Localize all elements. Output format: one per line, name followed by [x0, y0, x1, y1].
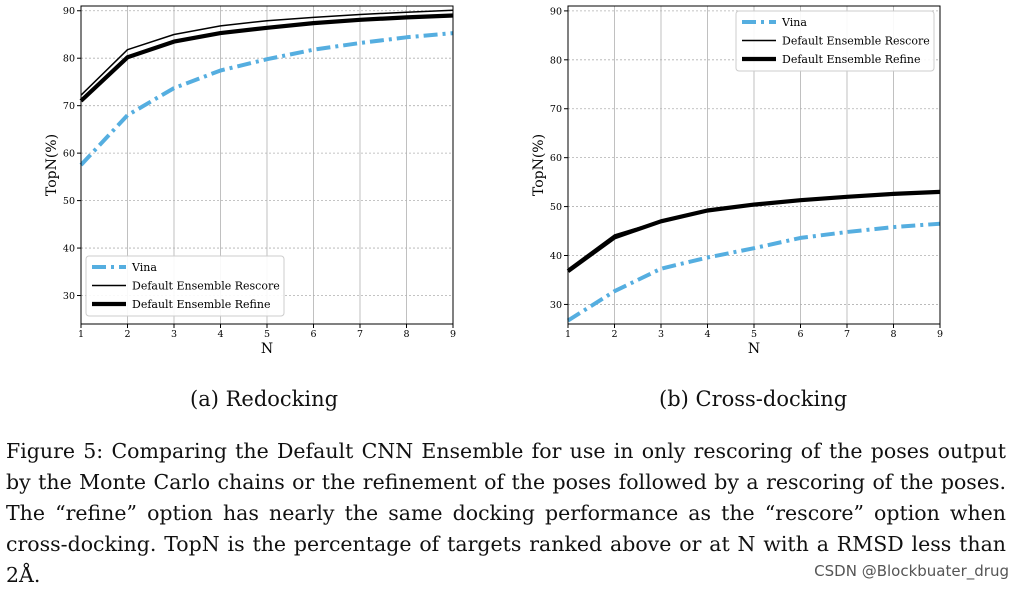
legend-label: Default Ensemble Refine	[132, 298, 270, 311]
x-axis-label: N	[748, 341, 760, 357]
series-line-default-ensemble-refine	[566, 189, 941, 273]
x-tick-label: 6	[310, 329, 316, 340]
legend: Vina Default Ensemble Rescore Default Ense…	[85, 255, 285, 317]
y-tick-label: 80	[550, 55, 562, 66]
y-tick-label: 40	[550, 251, 562, 262]
series-line-vina	[79, 31, 454, 167]
x-tick-label: 3	[658, 329, 664, 340]
y-tick-label: 70	[550, 104, 562, 115]
legend-label: Vina	[131, 261, 157, 274]
y-tick-label: 30	[550, 300, 562, 311]
y-tick-label: 50	[63, 196, 75, 207]
x-tick-label: 9	[937, 329, 943, 340]
x-tick-label: 9	[450, 329, 456, 340]
chart-b: 1 2 3 4 5 6 7 8 9 30 40 50 60 70 80 90 N TopN(%) Vina Defau…	[531, 5, 943, 357]
y-tick-label: 30	[63, 291, 75, 302]
x-tick-label: 8	[403, 329, 409, 340]
y-tick-label: 60	[63, 149, 75, 160]
x-tick-label: 2	[124, 329, 130, 340]
y-tick-label: 40	[63, 244, 75, 255]
y-tick-label: 90	[63, 6, 75, 17]
x-tick-label: 1	[78, 329, 84, 340]
x-axis-label: N	[261, 341, 273, 357]
x-tick-label: 3	[171, 329, 177, 340]
legend-box	[85, 255, 285, 317]
y-tick-label: 90	[550, 6, 562, 17]
legend: Vina Default Ensemble Rescore Default Ense…	[735, 10, 935, 72]
x-tick-label: 7	[357, 329, 363, 340]
y-tick-label: 60	[550, 153, 562, 164]
figure-caption: Figure 5: Comparing the Default CNN Ense…	[6, 439, 1006, 587]
y-axis-label: TopN(%)	[44, 134, 60, 196]
legend-box	[735, 10, 935, 72]
x-tick-label: 5	[751, 329, 757, 340]
legend-label: Default Ensemble Rescore	[782, 35, 930, 48]
subcaption-a: (a) Redocking	[190, 387, 339, 411]
series-line-default-ensemble-rescore	[80, 9, 454, 96]
x-tick-label: 5	[264, 329, 270, 340]
watermark: CSDN @Blockbuater_drug	[814, 562, 1009, 580]
x-tick-label: 2	[611, 329, 617, 340]
series-line-default-ensemble-refine	[79, 13, 454, 103]
legend-label: Default Ensemble Rescore	[132, 280, 280, 293]
subcaption-b: (b) Cross-docking	[659, 387, 848, 411]
legend-label: Default Ensemble Refine	[782, 53, 920, 66]
y-tick-label: 50	[550, 202, 562, 213]
y-axis-label: TopN(%)	[531, 134, 547, 196]
legend-label: Vina	[781, 16, 807, 29]
chart-a: 1 2 3 4 5 6 7 8 9 30 40 50 60 70 80 90 N TopN(%) Vina Defau…	[44, 5, 456, 357]
x-tick-label: 4	[217, 329, 223, 340]
x-tick-label: 6	[797, 329, 803, 340]
x-tick-label: 8	[890, 329, 896, 340]
y-tick-label: 80	[63, 54, 75, 65]
y-tick-label: 70	[63, 101, 75, 112]
x-tick-label: 7	[844, 329, 850, 340]
x-tick-label: 4	[704, 329, 710, 340]
x-tick-label: 1	[565, 329, 571, 340]
series-line-vina	[566, 221, 941, 323]
